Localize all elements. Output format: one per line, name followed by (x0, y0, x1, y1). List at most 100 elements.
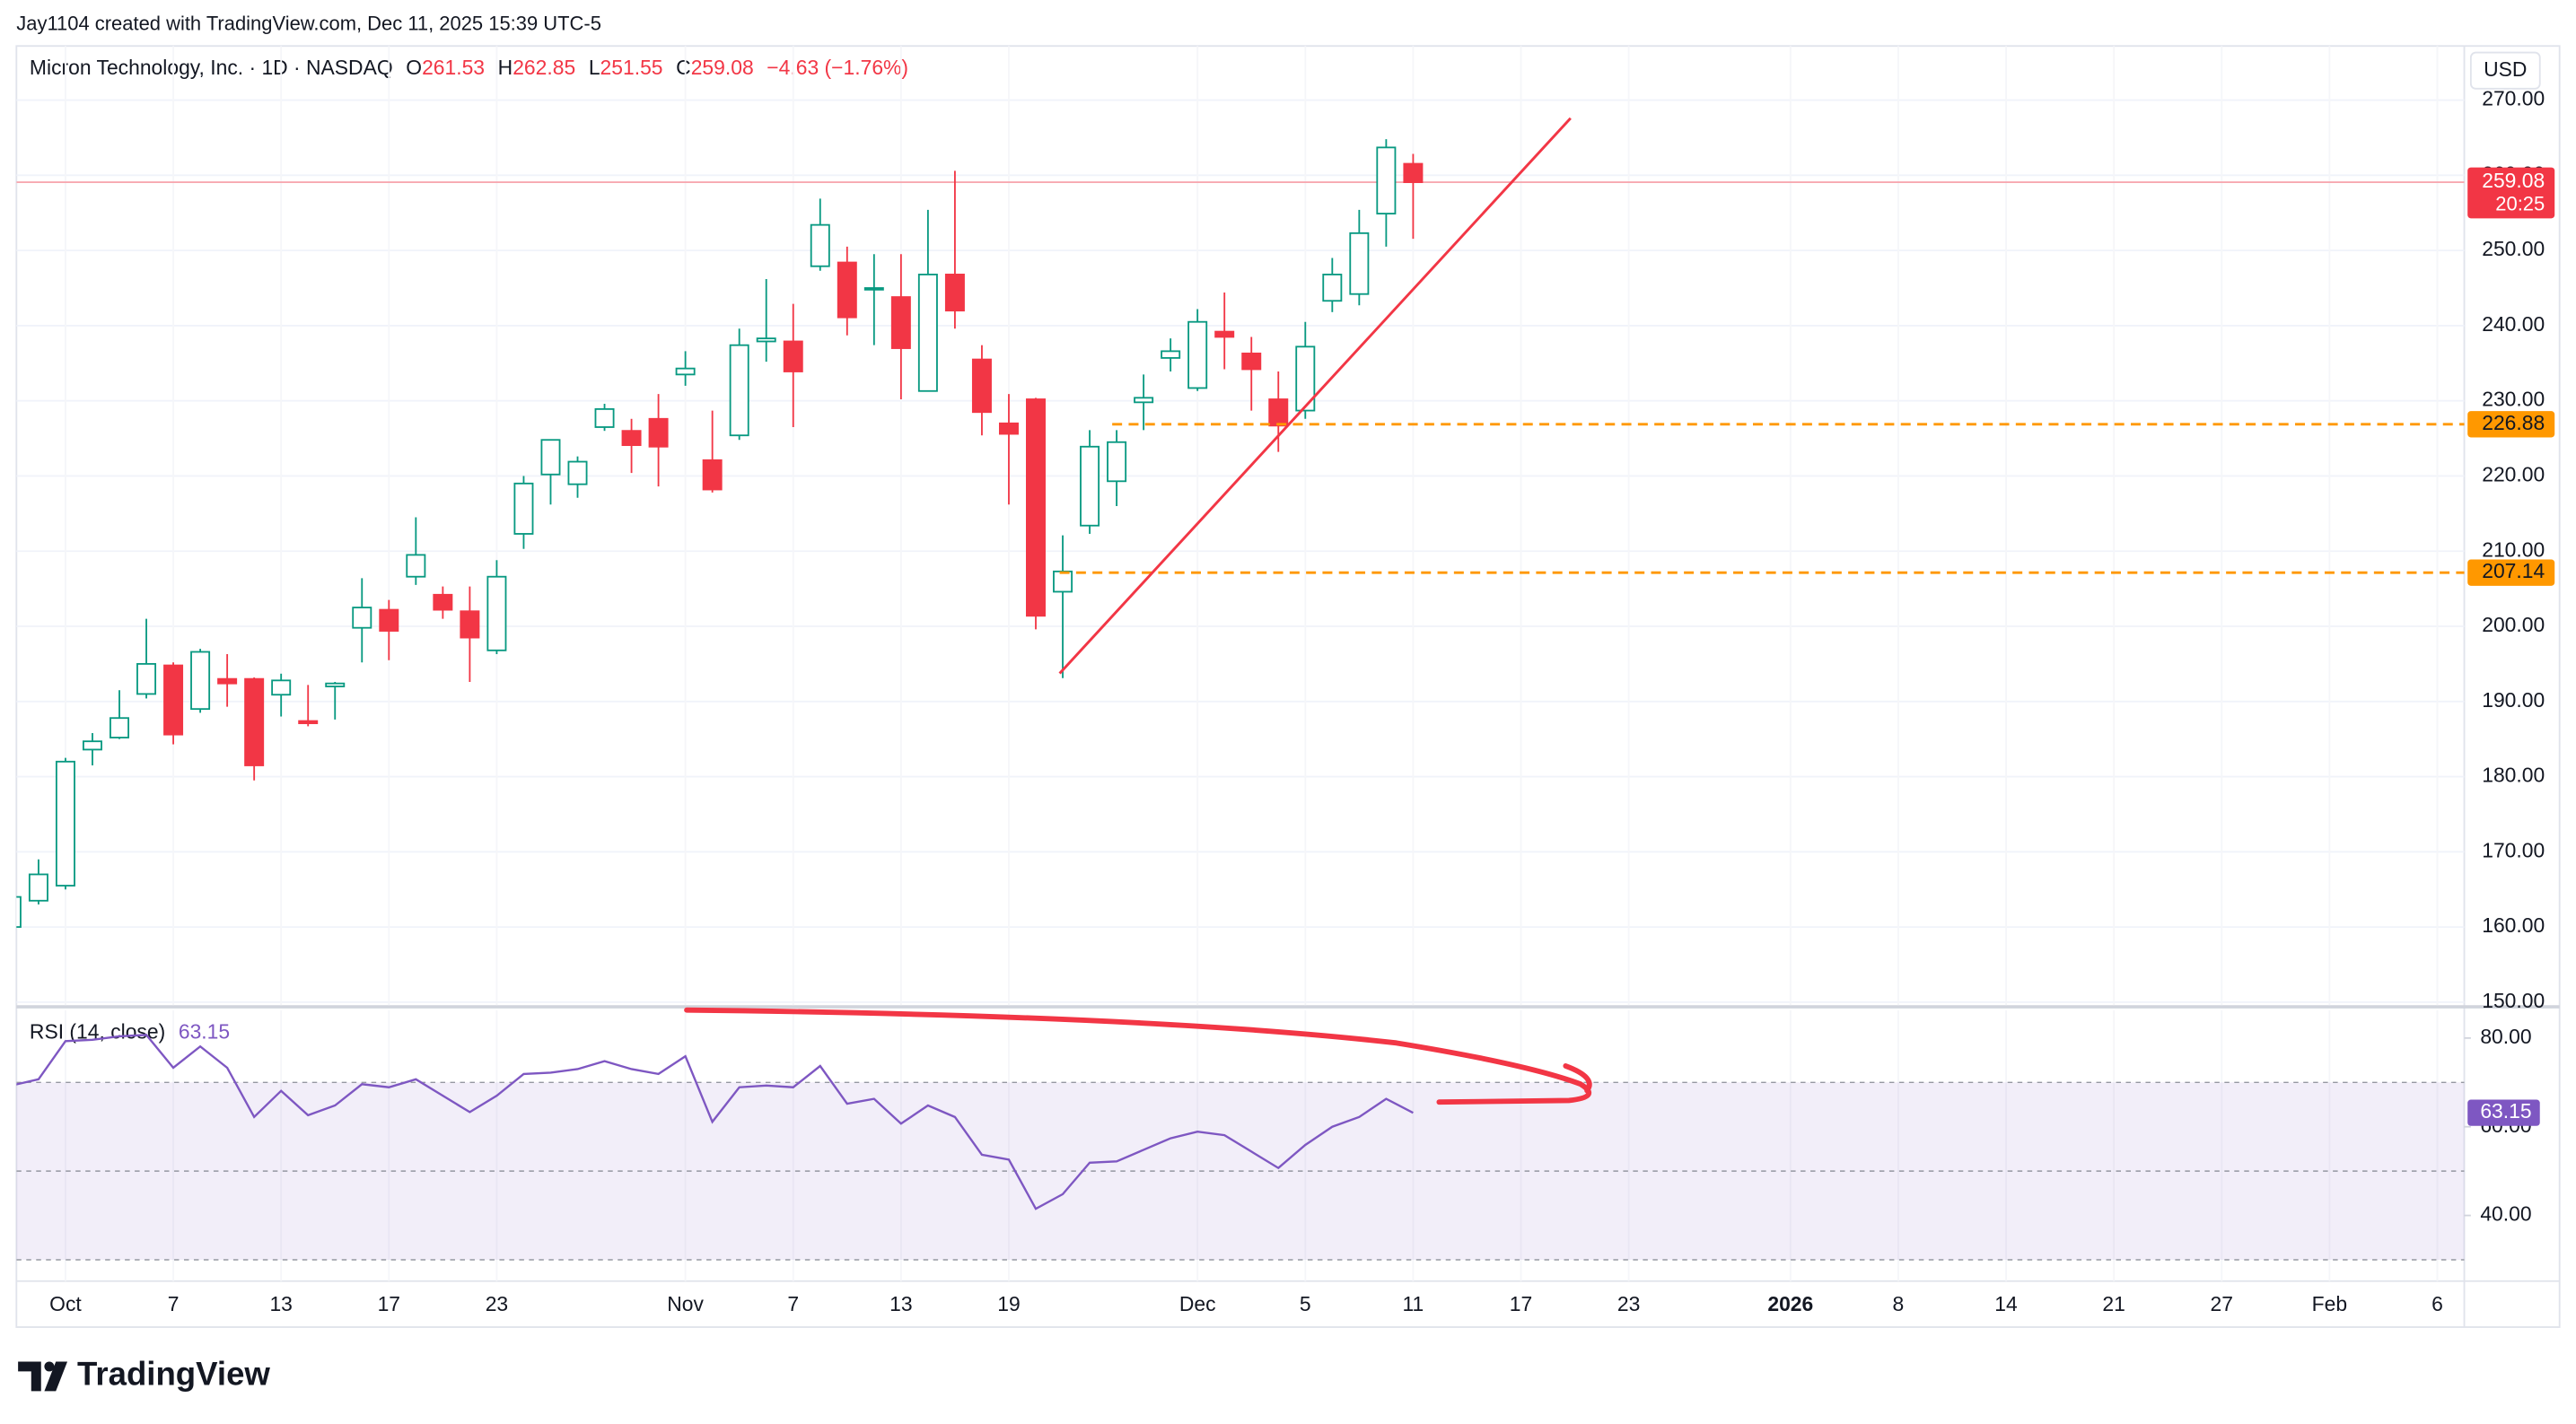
candle-body (890, 296, 911, 349)
legend-header: Micron Technology, Inc. · 1D · NASDAQ O 26… (30, 56, 908, 79)
y-tick-label: 190.00 (2482, 688, 2545, 712)
x-tick-label: 23 (1617, 1292, 1640, 1315)
x-tick-label: 13 (269, 1292, 292, 1315)
candle-body (1241, 352, 1262, 371)
candle-body (863, 287, 884, 291)
candle-body (433, 593, 453, 611)
candle-body (1026, 398, 1046, 617)
candle-body (486, 575, 507, 651)
x-tick-label: 5 (1300, 1292, 1311, 1315)
symbol-title: Micron Technology, Inc. · 1D · NASDAQ (30, 56, 393, 79)
candle-body (1322, 274, 1343, 302)
candle-body (944, 274, 965, 312)
hand-drawn-arrow (684, 1007, 1592, 1105)
price-pane (16, 46, 2465, 1006)
x-tick-label: 14 (1994, 1292, 2018, 1315)
y-tick-label: 40.00 (2480, 1202, 2531, 1226)
candle-body (648, 417, 669, 448)
logo: TradingView (18, 1356, 270, 1393)
y-tick-label: 160.00 (2482, 913, 2545, 937)
credit: Jay1104 created with TradingView.com, De… (16, 12, 601, 34)
ohlc-value: 262.85 (513, 56, 575, 79)
y-tick-label: 80.00 (2480, 1025, 2531, 1048)
candle-body (998, 422, 1019, 435)
plot: 150.00 160.00 170.00 180.00 190.00 200.00 210.… (16, 46, 2555, 1315)
candle-body (352, 607, 372, 629)
candle-body (110, 717, 129, 738)
candle-body (83, 740, 102, 751)
logo-mark (44, 1361, 55, 1372)
ohlc-value: 251.55 (600, 56, 663, 79)
y-tick-label: 150.00 (2482, 989, 2545, 1012)
level-label-box (2467, 411, 2555, 438)
candle-body (1403, 162, 1424, 183)
candle-body (406, 554, 426, 578)
frame (15, 45, 2561, 1328)
candle-body (163, 664, 184, 736)
candle-body (513, 482, 534, 535)
y-tick-label: 200.00 (2482, 613, 2545, 636)
candle-body (837, 261, 857, 319)
candle-body (702, 459, 723, 491)
level-label-box (2467, 559, 2555, 586)
y-tick-label: 220.00 (2482, 462, 2545, 485)
rsi-line (16, 1034, 1414, 1210)
candle-body (28, 873, 48, 902)
candle-body (244, 677, 265, 766)
currency-box[interactable] (2469, 51, 2541, 90)
candle-body (1080, 445, 1100, 527)
logo-mark (44, 1361, 68, 1392)
x-tick-label: 21 (2102, 1292, 2125, 1315)
brand: TradingView (77, 1356, 270, 1393)
candle-body (621, 430, 642, 447)
rsi-last-label: 63.15 (2480, 1099, 2531, 1123)
candle-body (298, 720, 319, 724)
countdown: 20:25 (2495, 192, 2545, 214)
x-tick-label: 8 (1893, 1292, 1905, 1315)
level-label: 207.14 (2482, 559, 2545, 582)
candle-body (1268, 398, 1289, 427)
x-tick-label: 2026 (1767, 1292, 1813, 1315)
x-tick-label: 11 (1403, 1292, 1424, 1315)
candle-body (1214, 330, 1235, 338)
level-label: 226.88 (2482, 411, 2545, 434)
x-tick-label: Dec (1179, 1292, 1216, 1315)
y-tick-label: 210.00 (2482, 537, 2545, 561)
candle-body (810, 223, 830, 267)
x-tick-label: 27 (2211, 1292, 2233, 1315)
x-tick-label: 17 (378, 1292, 400, 1315)
last-price-label: 259.08 (2482, 169, 2545, 192)
candle-body (917, 274, 938, 392)
ohlc-label: C (676, 56, 691, 79)
x-tick-label: 7 (168, 1292, 180, 1315)
currency[interactable]: USD (2484, 57, 2527, 81)
change: −4.63 (−1.76%) (767, 56, 908, 79)
trend-line[interactable] (1058, 117, 1572, 675)
candle-body (971, 358, 992, 414)
candle-body (729, 344, 749, 437)
x-tick-label: 13 (889, 1292, 912, 1315)
rsi-last-box (2467, 1099, 2540, 1126)
y-tick-label: 270.00 (2482, 87, 2545, 110)
candle-body (190, 651, 211, 711)
candle-body (1349, 232, 1370, 295)
candle-body (567, 460, 588, 485)
candle-body (1134, 397, 1154, 404)
y-tick-label: 240.00 (2482, 312, 2545, 336)
x-tick-label: 19 (997, 1292, 1020, 1315)
candle-body (379, 608, 399, 632)
y-tick-label: 250.00 (2482, 237, 2545, 260)
candle-body (594, 407, 615, 428)
candle-body (136, 662, 157, 695)
y-tick-label: 230.00 (2482, 388, 2545, 411)
x-tick-label: 23 (486, 1292, 508, 1315)
candle-body (783, 340, 803, 372)
ohlc-label: O (406, 56, 422, 79)
last-price-box (2467, 167, 2555, 219)
x-tick-label: Nov (667, 1292, 704, 1315)
candle-body (1107, 441, 1127, 483)
x-tick-label: 17 (1510, 1292, 1532, 1315)
hand-drawn-arrow (1563, 1063, 1592, 1094)
x-tick-label: Feb (2312, 1292, 2347, 1315)
